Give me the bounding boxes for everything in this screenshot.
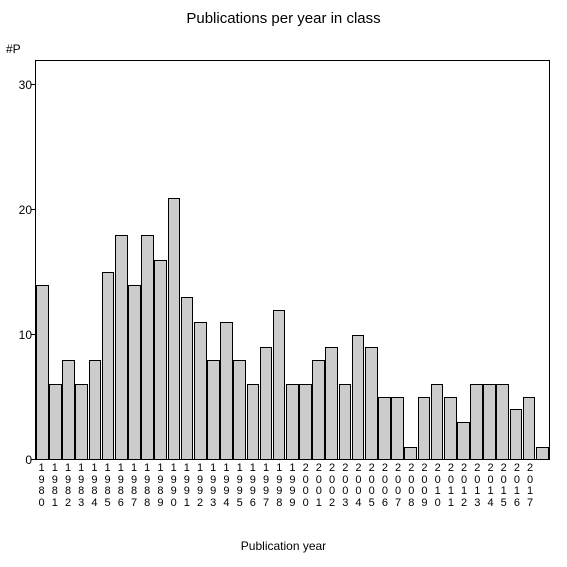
bar — [418, 397, 431, 459]
x-tick-label: 2016 — [510, 460, 523, 530]
x-tick-label: 2010 — [431, 460, 444, 530]
bar — [536, 447, 549, 459]
x-tick-label: 1988 — [141, 460, 154, 530]
x-tick-label: 2012 — [458, 460, 471, 530]
bar — [115, 235, 128, 459]
y-tick-label: 20 — [19, 203, 32, 217]
bar — [523, 397, 536, 459]
bars-container — [36, 61, 549, 459]
bar — [365, 347, 378, 459]
x-tick-label: 1982 — [61, 460, 74, 530]
x-axis-label: Publication year — [0, 539, 567, 553]
bar — [391, 397, 404, 459]
bar — [483, 384, 496, 459]
plot-area — [35, 60, 550, 460]
y-tick-label: 30 — [19, 78, 32, 92]
x-axis-ticks: 1980198119821983198419851986198719881989… — [35, 460, 550, 530]
y-axis-symbol: #P — [6, 42, 21, 56]
x-tick-label: 2011 — [444, 460, 457, 530]
bar — [154, 260, 167, 459]
x-tick-label: 1985 — [101, 460, 114, 530]
bar — [352, 335, 365, 459]
x-tick-label: 1980 — [35, 460, 48, 530]
chart-title: Publications per year in class — [0, 10, 567, 27]
x-tick-label: 2003 — [339, 460, 352, 530]
x-tick-label: 2002 — [325, 460, 338, 530]
x-tick-label: 2005 — [365, 460, 378, 530]
bar — [510, 409, 523, 459]
x-tick-label: 2009 — [418, 460, 431, 530]
x-tick-label: 1995 — [233, 460, 246, 530]
x-tick-label: 2013 — [471, 460, 484, 530]
x-tick-label: 1990 — [167, 460, 180, 530]
x-tick-label: 2001 — [312, 460, 325, 530]
bar — [233, 360, 246, 460]
bar — [49, 384, 62, 459]
bar — [378, 397, 391, 459]
x-tick-label: 1992 — [193, 460, 206, 530]
y-tick-label: 0 — [25, 453, 32, 467]
bar — [102, 272, 115, 459]
x-tick-label: 1987 — [127, 460, 140, 530]
x-tick-label: 2004 — [352, 460, 365, 530]
bar — [128, 285, 141, 459]
bar — [496, 384, 509, 459]
x-tick-label: 2015 — [497, 460, 510, 530]
x-tick-label: 1986 — [114, 460, 127, 530]
bar — [431, 384, 444, 459]
bar — [470, 384, 483, 459]
bar — [260, 347, 273, 459]
x-tick-label: 1981 — [48, 460, 61, 530]
bar — [286, 384, 299, 459]
bar — [36, 285, 49, 459]
x-tick-label: 1993 — [207, 460, 220, 530]
x-tick-label: 2000 — [299, 460, 312, 530]
x-tick-label: 1997 — [259, 460, 272, 530]
bar — [207, 360, 220, 460]
y-axis-ticks: 0102030 — [0, 60, 35, 460]
bar — [457, 422, 470, 459]
y-tick-label: 10 — [19, 328, 32, 342]
bar — [141, 235, 154, 459]
x-tick-label: 1984 — [88, 460, 101, 530]
bar — [75, 384, 88, 459]
bar — [247, 384, 260, 459]
x-tick-label: 1989 — [154, 460, 167, 530]
bar — [404, 447, 417, 459]
bar — [273, 310, 286, 459]
bar — [325, 347, 338, 459]
x-tick-label: 1994 — [220, 460, 233, 530]
publications-bar-chart: Publications per year in class #P 0 10 20 3… — [0, 0, 567, 567]
bar — [89, 360, 102, 460]
bar — [299, 384, 312, 459]
bar — [339, 384, 352, 459]
x-tick-label: 2006 — [378, 460, 391, 530]
bar — [220, 322, 233, 459]
bar — [181, 297, 194, 459]
x-tick-label: 1999 — [286, 460, 299, 530]
x-tick-label — [537, 460, 550, 530]
bar — [62, 360, 75, 460]
x-tick-label: 1998 — [273, 460, 286, 530]
x-tick-label: 1996 — [246, 460, 259, 530]
x-tick-label: 2007 — [391, 460, 404, 530]
bar — [194, 322, 207, 459]
bar — [312, 360, 325, 460]
x-tick-label: 1991 — [180, 460, 193, 530]
bar — [444, 397, 457, 459]
x-tick-label: 2014 — [484, 460, 497, 530]
x-tick-label: 2008 — [405, 460, 418, 530]
x-tick-label: 1983 — [75, 460, 88, 530]
x-tick-label: 2017 — [524, 460, 537, 530]
bar — [168, 198, 181, 459]
